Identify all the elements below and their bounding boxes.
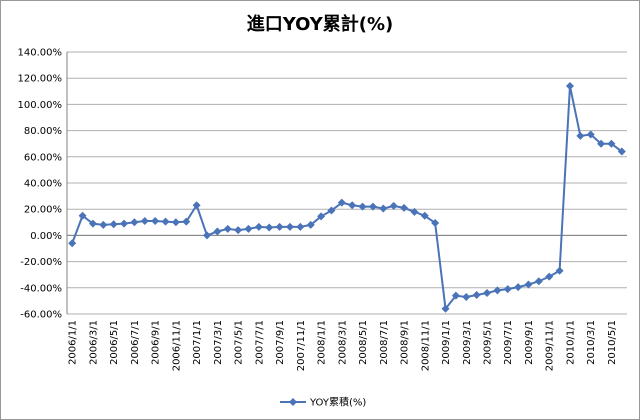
y-tick-label: 0.00% [30, 231, 62, 242]
data-point [400, 203, 409, 212]
data-point [171, 218, 180, 227]
data-point [317, 212, 326, 221]
x-tick-label: 2007/5/1 [234, 320, 245, 365]
data-point [472, 291, 481, 300]
data-point [120, 219, 129, 228]
data-point [265, 223, 274, 232]
x-tick-label: 2009/9/1 [524, 320, 535, 365]
x-tick-label: 2007/3/1 [213, 320, 224, 365]
x-tick-label: 2009/11/1 [545, 320, 556, 371]
data-point [483, 289, 491, 298]
x-tick-label: 2010/3/1 [586, 320, 597, 365]
y-tick-label: 40.00% [24, 179, 62, 190]
data-point [244, 224, 253, 233]
data-point [368, 202, 377, 211]
x-tick-label: 2008/1/1 [317, 320, 328, 365]
data-point [441, 304, 450, 313]
x-tick-label: 2008/7/1 [379, 320, 390, 365]
x-tick-label: 2009/7/1 [503, 320, 514, 365]
x-tick-label: 2008/9/1 [400, 320, 411, 365]
x-tick-label: 2007/1/1 [192, 320, 203, 365]
data-point [431, 218, 440, 227]
data-point [285, 222, 294, 231]
data-point [213, 227, 222, 236]
data-point [161, 217, 170, 226]
chart-title: 進口YOY累計(%) [247, 13, 394, 35]
y-tick-label: 140.00% [18, 48, 63, 59]
data-point [130, 218, 139, 227]
x-tick-label: 2008/11/1 [420, 320, 431, 371]
x-tick-label: 2006/5/1 [109, 320, 120, 365]
x-tick-label: 2007/7/1 [254, 320, 265, 365]
x-tick-label: 2008/3/1 [337, 320, 348, 365]
data-point [545, 272, 554, 281]
data-point [306, 220, 315, 229]
x-tick-label: 2006/1/1 [68, 320, 79, 365]
data-point [223, 224, 232, 233]
y-tick-label: 20.00% [24, 205, 62, 216]
data-point [493, 286, 502, 295]
x-tick-label: 2006/7/1 [130, 320, 141, 365]
legend-marker [289, 398, 297, 406]
data-point [379, 204, 388, 213]
data-point [534, 277, 543, 286]
data-point [234, 226, 243, 235]
x-tick-label: 2008/5/1 [358, 320, 369, 365]
data-point [524, 280, 533, 289]
data-point [296, 222, 305, 231]
x-tick-label: 2009/5/1 [483, 320, 494, 365]
data-point [358, 202, 367, 211]
data-point [565, 82, 574, 91]
data-point [99, 220, 108, 229]
data-point [514, 283, 523, 292]
data-point [555, 266, 564, 275]
x-tick-label: 2006/11/1 [171, 320, 182, 371]
legend-label: YOY累積(%) [309, 396, 366, 409]
data-point [327, 206, 336, 215]
y-tick-label: -20.00% [20, 257, 62, 268]
data-point [337, 198, 346, 207]
data-point [617, 147, 626, 156]
data-point [68, 239, 77, 248]
y-tick-label: -60.00% [20, 310, 62, 321]
y-tick-label: -40.00% [20, 283, 62, 294]
data-point [576, 131, 585, 140]
y-tick-label: 100.00% [18, 100, 63, 111]
data-point [389, 201, 398, 210]
data-point [597, 139, 606, 148]
x-tick-label: 2010/5/1 [607, 320, 618, 365]
data-point [503, 285, 512, 294]
data-point [275, 222, 284, 231]
data-point [586, 130, 595, 139]
x-tick-label: 2007/11/1 [296, 320, 307, 371]
data-point [192, 201, 201, 210]
x-tick-label: 2010/1/1 [565, 320, 576, 365]
y-tick-label: 120.00% [18, 74, 63, 85]
data-point [203, 231, 211, 240]
data-point [607, 139, 616, 148]
y-tick-label: 80.00% [24, 126, 62, 137]
data-point [420, 211, 429, 220]
x-tick-label: 2009/1/1 [441, 320, 452, 365]
x-tick-label: 2009/3/1 [462, 320, 473, 365]
x-tick-label: 2007/9/1 [275, 320, 286, 365]
data-point [109, 220, 118, 229]
y-tick-label: 60.00% [24, 152, 62, 163]
data-point [182, 217, 191, 226]
data-point [88, 219, 97, 228]
x-tick-label: 2006/9/1 [151, 320, 162, 365]
data-point [348, 201, 357, 210]
data-point [140, 216, 149, 225]
data-point [151, 216, 160, 225]
data-point [410, 207, 419, 216]
data-point [462, 292, 471, 301]
data-point [78, 211, 87, 220]
data-point [254, 222, 263, 231]
x-tick-label: 2006/3/1 [88, 320, 99, 365]
data-point [451, 291, 460, 300]
